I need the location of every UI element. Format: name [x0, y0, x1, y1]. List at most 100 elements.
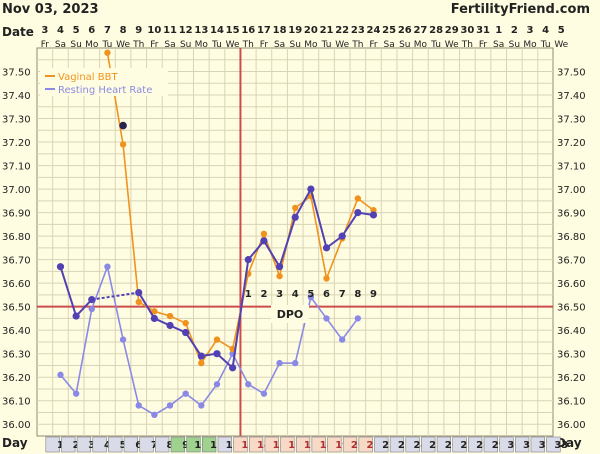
weekday-label: Su	[290, 40, 301, 50]
date-number: 18	[273, 25, 287, 36]
date-number: 10	[147, 25, 161, 36]
dpo-day-number: 2	[260, 289, 267, 300]
data-point	[322, 244, 331, 252]
cycle-day-box	[108, 436, 123, 453]
y-tick-label-left: 37.00	[2, 185, 31, 196]
series-segment	[200, 339, 218, 364]
cycle-day-box	[499, 436, 514, 453]
data-point	[354, 195, 362, 202]
data-point	[323, 275, 330, 282]
data-point	[213, 336, 221, 343]
cycle-day-number: 5	[120, 440, 127, 451]
data-point	[119, 336, 127, 343]
cycle-day-box	[358, 436, 373, 453]
data-point	[197, 352, 205, 360]
cycle-day-number: 8	[167, 440, 174, 451]
y-tick-label-right: 36.00	[557, 420, 586, 431]
cycle-day-box	[264, 436, 279, 453]
series-segment	[247, 240, 265, 261]
y-tick-label-left: 37.20	[2, 138, 31, 149]
weekday-label: Mo	[304, 40, 318, 50]
data-point	[57, 371, 64, 379]
data-point	[72, 390, 80, 397]
plot-border	[36, 47, 554, 437]
weekday-label: Mo	[523, 40, 537, 50]
weekday-label: Su	[70, 40, 81, 50]
legend-hr-label: Resting Heart Rate	[58, 85, 152, 96]
data-point	[151, 308, 158, 315]
cycle-day-number: 28	[476, 440, 490, 451]
weekday-label: We	[116, 40, 130, 50]
cycle-day-box	[468, 436, 483, 453]
cycle-day-number: 33	[554, 440, 568, 451]
weekday-label: Th	[132, 40, 144, 50]
data-point	[135, 298, 142, 306]
data-point	[260, 390, 268, 397]
y-tick-label-right: 37.50	[557, 68, 586, 79]
weekday-label: Fr	[369, 40, 378, 50]
series-segment	[169, 393, 187, 407]
date-number: 17	[257, 25, 271, 36]
date-number: 21	[320, 25, 334, 36]
data-point	[119, 141, 127, 148]
cycle-day-box	[61, 436, 76, 453]
data-point	[182, 328, 190, 337]
cycle-day-number: 21	[367, 440, 381, 451]
date-number: 4	[57, 25, 64, 36]
cycle-day-box	[202, 436, 217, 453]
date-row-label: Date	[2, 25, 34, 39]
date-number: 6	[88, 25, 95, 36]
y-tick-label-left: 36.70	[2, 256, 31, 267]
y-tick-label-right: 37.10	[557, 162, 586, 173]
weekday-label: Th	[242, 40, 254, 50]
series-segment	[106, 52, 124, 145]
data-point	[198, 402, 205, 409]
cycle-day-box	[436, 436, 452, 453]
series-segment	[278, 217, 297, 267]
weekday-label: Tu	[211, 40, 222, 50]
date-number: 16	[241, 25, 255, 36]
y-tick-label-left: 36.30	[2, 350, 31, 361]
date-number: 3	[41, 25, 48, 36]
cycle-day-number: 7	[151, 440, 158, 451]
data-point	[260, 230, 268, 237]
data-point	[354, 315, 362, 322]
date-number: 11	[163, 25, 177, 36]
cycle-day-box	[483, 436, 498, 453]
weekday-label: Fr	[260, 40, 269, 50]
cycle-day-number: 4	[104, 440, 111, 451]
data-point	[182, 390, 189, 397]
cycle-day-number: 31	[523, 440, 537, 451]
date-number: 19	[288, 25, 302, 36]
header: Nov 03, 2023 FertilityFriend.com Date Da…	[2, 2, 590, 450]
data-point	[150, 314, 158, 323]
cycle-day-number: 20	[351, 440, 365, 451]
y-tick-label-left: 36.60	[2, 279, 31, 290]
data-point	[213, 381, 221, 388]
data-point	[276, 272, 283, 280]
y-axis-right: 37.50 37.40 37.30 37.20 37.10 37.00 36.90 36.80…	[557, 68, 586, 432]
data-point	[260, 237, 268, 245]
data-point	[166, 402, 174, 409]
cycle-day-number: 11	[210, 440, 224, 451]
weekday-label: Th	[461, 40, 473, 50]
data-point	[56, 263, 65, 271]
weekday-label: We	[445, 40, 459, 50]
weekday-label: Fr	[479, 40, 488, 50]
chart-date-title: Nov 03, 2023	[2, 2, 99, 17]
series-heart-rate	[57, 263, 362, 419]
cycle-day-box	[217, 436, 232, 453]
y-tick-label-left: 36.00	[2, 420, 31, 431]
site-name[interactable]: FertilityFriend.com	[451, 2, 590, 17]
y-tick-label-left: 36.50	[2, 303, 31, 314]
cycle-day-box	[374, 436, 389, 453]
data-point	[166, 312, 174, 320]
date-number: 7	[104, 25, 111, 36]
y-tick-label-right: 36.70	[557, 256, 586, 267]
weekday-label: Fr	[150, 40, 159, 50]
data-point	[307, 294, 315, 301]
date-number: 27	[413, 25, 427, 36]
series-segment	[310, 195, 328, 279]
cycle-day-box	[139, 436, 154, 453]
